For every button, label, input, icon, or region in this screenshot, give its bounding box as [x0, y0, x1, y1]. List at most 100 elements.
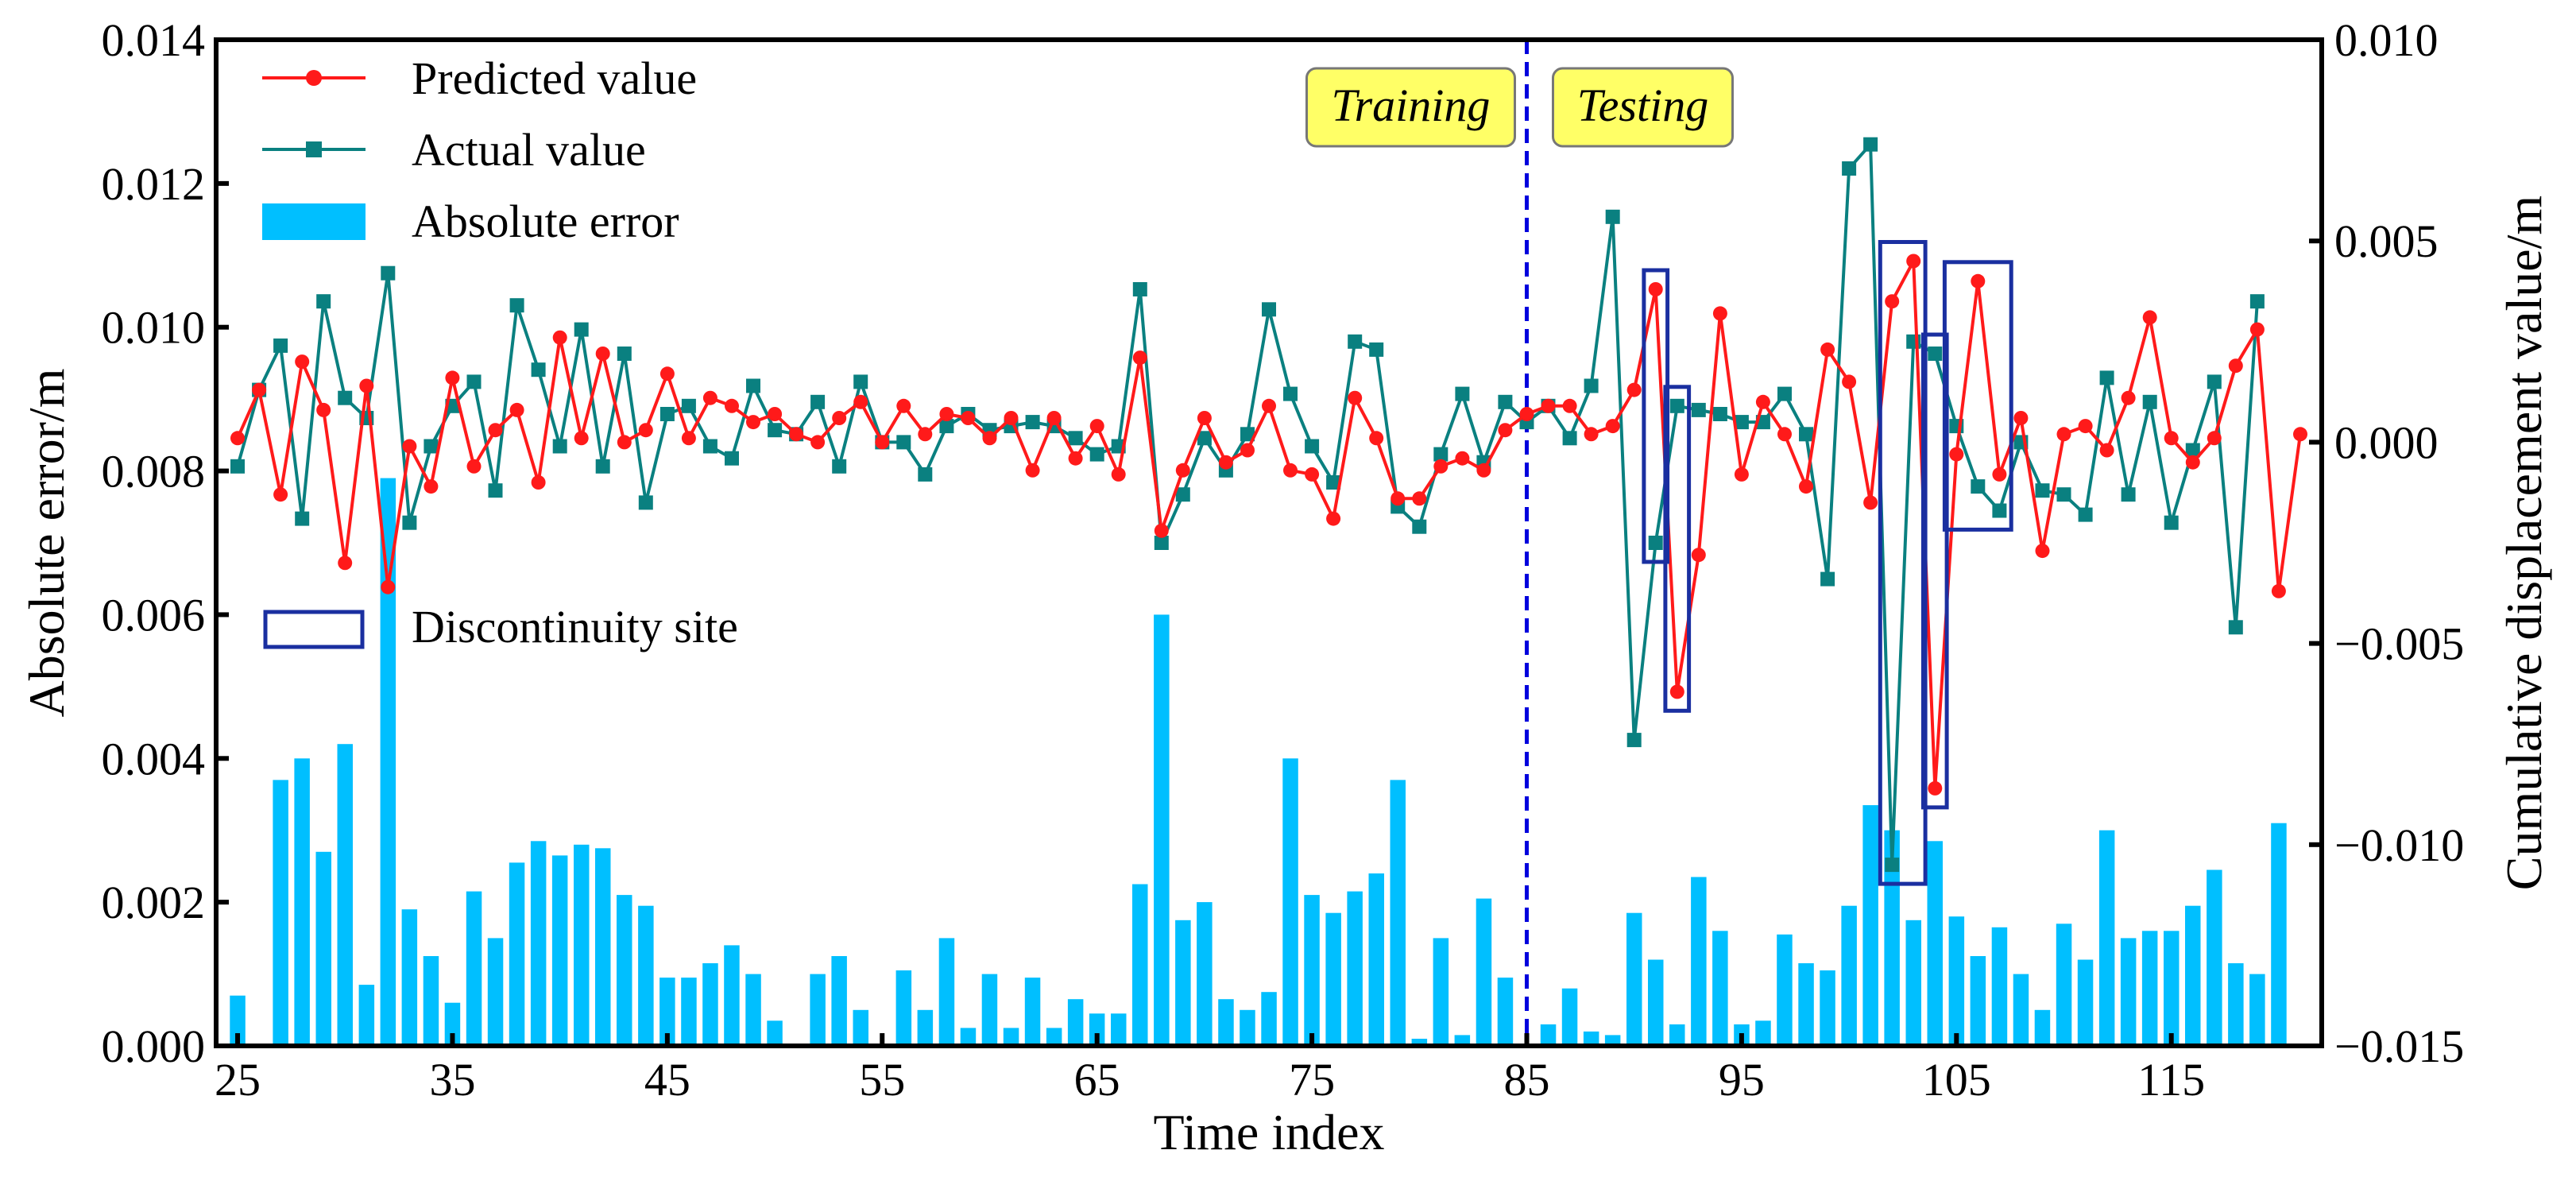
predicted-value-point: [1154, 523, 1169, 538]
error-bar: [2185, 905, 2201, 1046]
actual-value-point: [1992, 503, 2007, 518]
error-bar: [2034, 1009, 2051, 1046]
predicted-value-point: [1863, 495, 1878, 510]
plot-frame: [214, 37, 2324, 1048]
error-bar: [2013, 974, 2029, 1046]
actual-value-point: [1863, 137, 1878, 152]
x-tick-label: 65: [1074, 1054, 1120, 1105]
y-left-tick-label: 0.008: [102, 446, 206, 498]
predicted-value-point: [1046, 411, 1062, 425]
actual-value-point: [424, 439, 439, 454]
absolute-error-bars: [230, 478, 2287, 1047]
error-bar: [2120, 938, 2137, 1046]
error-bar: [380, 478, 396, 1046]
predicted-value-point: [1433, 459, 1449, 474]
error-bar: [1089, 1013, 1105, 1046]
actual-value-point: [2249, 294, 2265, 309]
x-tick-label: 25: [215, 1054, 261, 1105]
error-bar: [938, 938, 955, 1046]
actual-value-point: [617, 347, 632, 361]
discontinuity-box: [1663, 385, 1692, 713]
error-bar: [401, 909, 418, 1046]
predicted-value-point: [2164, 431, 2179, 446]
predicted-value-point: [2271, 583, 2286, 598]
actual-value-point: [1132, 282, 1147, 296]
discontinuity-box: [1942, 260, 2013, 532]
actual-value-point: [1885, 858, 1900, 873]
phase-layer: Training Testing: [1305, 40, 1734, 1046]
predicted-value-point: [982, 431, 997, 446]
actual-value-point: [1691, 402, 1706, 417]
predicted-value-point: [1541, 398, 1556, 413]
error-bar: [1175, 920, 1191, 1047]
error-bar: [1970, 956, 1986, 1046]
predicted-value-point: [1025, 463, 1040, 478]
actual-value-point: [2099, 370, 2114, 385]
actual-value-point: [295, 511, 310, 526]
error-bar: [960, 1028, 977, 1046]
error-bar: [2207, 869, 2222, 1046]
predicted-value-point: [1132, 350, 1147, 366]
predicted-value-point: [509, 402, 524, 417]
actual-value-point: [896, 435, 911, 450]
actual-value-point: [1262, 302, 1276, 317]
predicted-value-point: [295, 354, 310, 370]
predicted-value-point: [552, 330, 567, 345]
predicted-value-point: [1648, 282, 1663, 296]
actual-value-point: [595, 459, 610, 474]
actual-value-point: [1626, 733, 1642, 748]
error-bar: [1948, 916, 1965, 1046]
y-left-tick-label: 0.002: [102, 877, 206, 928]
legend: Predicted value Actual value Absolute erro…: [262, 52, 738, 652]
actual-value-point: [1562, 431, 1577, 446]
error-bar: [1197, 902, 1213, 1046]
error-bar: [2228, 963, 2244, 1046]
x-tick-label: 55: [859, 1054, 905, 1105]
predicted-value-point: [230, 431, 245, 446]
actual-value-point: [1669, 398, 1684, 413]
error-bar: [1154, 614, 1170, 1046]
error-bar: [981, 974, 998, 1046]
error-bar: [595, 848, 611, 1046]
predicted-value-point: [1584, 427, 1599, 442]
error-bar: [1325, 912, 1341, 1046]
actual-value-point: [1369, 342, 1384, 357]
predicted-value-point: [338, 556, 353, 571]
actual-value-point: [1175, 487, 1190, 502]
actual-value-point: [1648, 536, 1663, 550]
error-bar: [530, 841, 547, 1046]
predicted-value-point: [961, 411, 976, 425]
error-bar: [1712, 931, 1728, 1046]
predicted-value-point: [2078, 419, 2093, 434]
y-left-tick-label: 0.012: [102, 158, 206, 210]
predicted-value-point: [1283, 463, 1298, 478]
predicted-value-point: [316, 402, 331, 417]
predicted-value-point: [1175, 463, 1190, 478]
predicted-value-point: [1906, 254, 1921, 269]
legend-error-label: Absolute error: [412, 196, 679, 247]
error-bar: [2271, 823, 2287, 1046]
predicted-value-point: [531, 475, 546, 490]
actual-value-point: [466, 374, 482, 389]
predicted-value-point: [1455, 451, 1470, 466]
error-bar: [1067, 999, 1084, 1046]
actual-value-point: [1455, 386, 1470, 401]
predicted-value-point: [702, 390, 717, 405]
testing-label: Testing: [1577, 79, 1708, 131]
x-axis-title: Time index: [1154, 1104, 1385, 1160]
y-left-tick-label: 0.000: [102, 1020, 206, 1072]
actual-value-point: [1842, 161, 1857, 176]
predicted-value-point: [1799, 479, 1813, 494]
actual-value-point: [1820, 571, 1835, 587]
actual-value-point: [2164, 515, 2179, 530]
error-bar: [1755, 1020, 1771, 1046]
error-bar: [1648, 959, 1664, 1046]
predicted-value-point: [2185, 455, 2200, 470]
actual-value-point: [832, 459, 847, 474]
error-bar: [1261, 992, 1277, 1046]
legend-actual-label: Actual value: [412, 124, 646, 176]
error-bar: [1304, 895, 1320, 1046]
error-bar: [315, 851, 331, 1046]
predicted-value-point: [2142, 310, 2157, 325]
